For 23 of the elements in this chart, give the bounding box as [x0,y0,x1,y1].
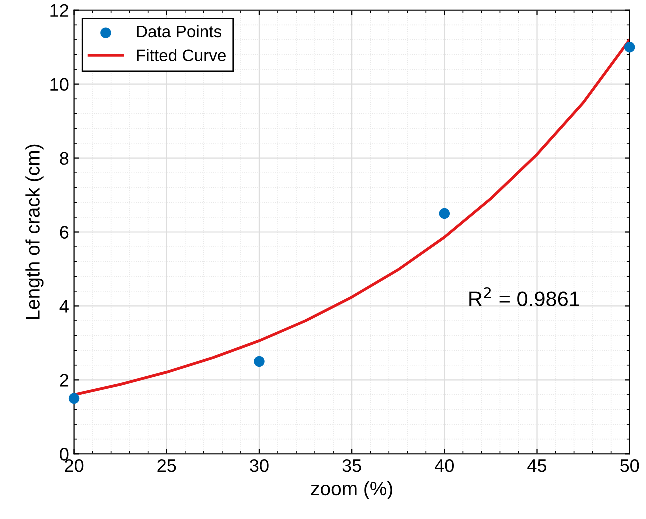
y-tick-label: 4 [60,300,69,313]
x-tick-label: 50 [620,459,640,472]
point [254,356,265,368]
point [68,393,80,404]
y-tick-label: 2 [60,374,69,387]
annotation: R$^{2}$ = 0.9861 [470,287,580,306]
point [439,208,450,220]
y-tick-label: 6 [60,226,69,239]
x-tick-label: 20 [65,459,84,472]
x-tick-label: 25 [158,459,176,472]
y-axis-title: Length of crack (cm) [26,144,44,320]
x-axis-title: zoom (%) [311,481,392,500]
legend-label: Fitted Curve [137,49,226,62]
y-tick-label: 12 [50,4,69,17]
x-tick-label: 40 [435,459,454,472]
legend-label: Data Points [137,25,222,38]
x-tick-label: 30 [250,459,269,472]
x-tick-label: 35 [342,459,362,472]
point [624,42,636,53]
y-tick-label: 8 [60,152,69,166]
x-tick-label: 45 [528,460,547,472]
y-tick-label: 10 [50,78,69,92]
y-tick-label: 0 [60,448,69,461]
